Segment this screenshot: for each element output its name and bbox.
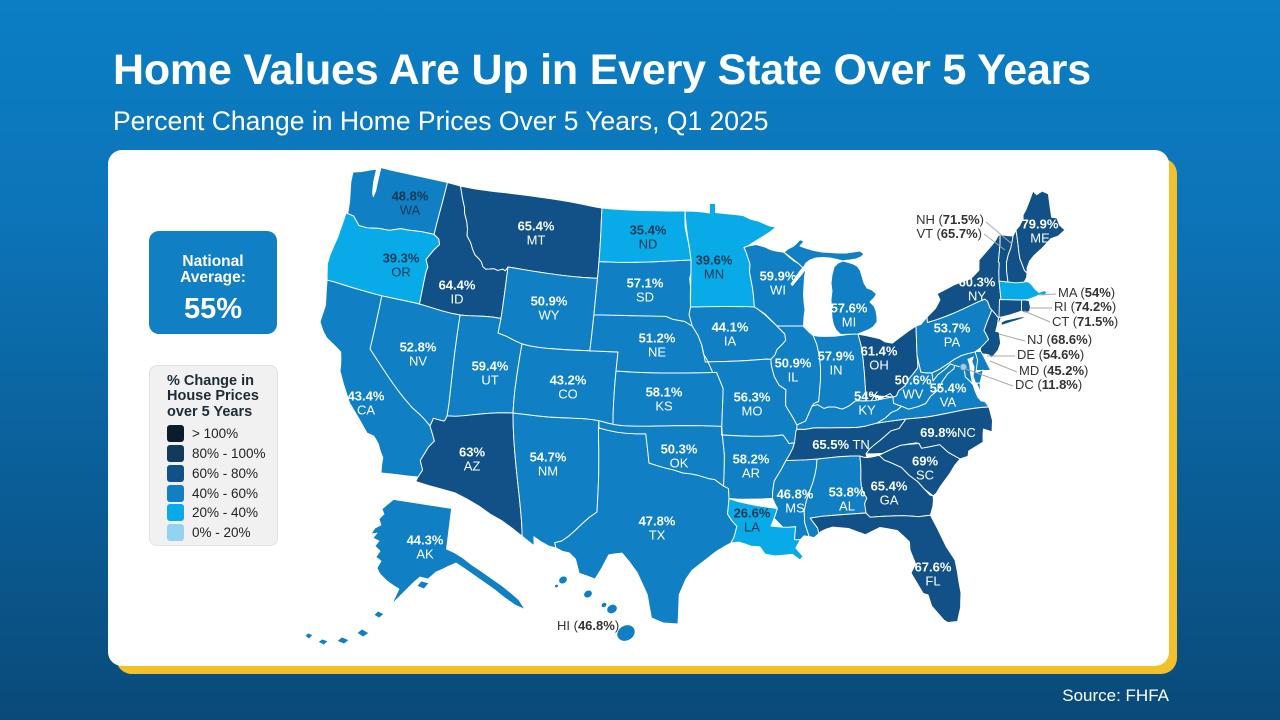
svg-text:KS: KS bbox=[655, 399, 673, 414]
svg-text:39.6%: 39.6% bbox=[696, 253, 733, 268]
svg-text:50.9%: 50.9% bbox=[775, 356, 812, 371]
svg-text:MT: MT bbox=[527, 233, 546, 248]
svg-text:65.5% TN: 65.5% TN bbox=[812, 437, 870, 452]
svg-text:NH (71.5%): NH (71.5%) bbox=[916, 212, 984, 227]
svg-text:51.2%: 51.2% bbox=[639, 331, 676, 346]
svg-text:VT (65.7%): VT (65.7%) bbox=[916, 226, 982, 241]
svg-text:IN: IN bbox=[830, 363, 843, 378]
svg-text:WY: WY bbox=[539, 308, 560, 323]
svg-text:VA: VA bbox=[940, 395, 957, 410]
svg-text:NY: NY bbox=[968, 289, 986, 304]
svg-text:69%: 69% bbox=[912, 454, 938, 469]
svg-text:AZ: AZ bbox=[464, 459, 481, 474]
svg-text:50.9%: 50.9% bbox=[531, 294, 568, 309]
svg-text:57.1%: 57.1% bbox=[627, 276, 664, 291]
svg-text:54%: 54% bbox=[854, 389, 880, 404]
svg-text:PA: PA bbox=[944, 335, 961, 350]
svg-text:61.4%: 61.4% bbox=[861, 344, 898, 359]
svg-text:39.3%: 39.3% bbox=[383, 251, 420, 266]
svg-text:NJ (68.6%): NJ (68.6%) bbox=[1027, 332, 1092, 347]
svg-text:AR: AR bbox=[742, 466, 760, 481]
svg-text:IA: IA bbox=[724, 334, 737, 349]
svg-text:KY: KY bbox=[858, 403, 876, 418]
svg-text:RI (74.2%): RI (74.2%) bbox=[1054, 299, 1116, 314]
svg-text:NE: NE bbox=[648, 345, 666, 360]
svg-text:AK: AK bbox=[416, 547, 434, 562]
svg-text:IL: IL bbox=[788, 370, 799, 385]
svg-text:FL: FL bbox=[925, 574, 940, 589]
svg-text:MI: MI bbox=[842, 315, 856, 330]
svg-text:58.2%: 58.2% bbox=[733, 452, 770, 467]
svg-text:DE (54.6%): DE (54.6%) bbox=[1017, 347, 1084, 362]
svg-text:47.8%: 47.8% bbox=[639, 514, 676, 529]
svg-text:57.6%: 57.6% bbox=[831, 301, 868, 316]
svg-text:55.4%: 55.4% bbox=[930, 381, 967, 396]
svg-text:HI (46.8%): HI (46.8%) bbox=[557, 618, 619, 633]
svg-text:WA: WA bbox=[400, 203, 421, 218]
svg-text:53.7%: 53.7% bbox=[934, 321, 971, 336]
svg-text:50.3%: 50.3% bbox=[661, 442, 698, 457]
svg-text:65.4%: 65.4% bbox=[871, 479, 908, 494]
svg-text:43.4%: 43.4% bbox=[348, 389, 385, 404]
svg-text:LA: LA bbox=[744, 520, 760, 535]
svg-text:46.8%: 46.8% bbox=[777, 487, 814, 502]
svg-text:CA: CA bbox=[357, 403, 375, 418]
svg-text:79.9%: 79.9% bbox=[1022, 217, 1059, 232]
svg-text:CO: CO bbox=[558, 387, 578, 402]
svg-text:DC (11.8%): DC (11.8%) bbox=[1015, 377, 1082, 392]
svg-text:MS: MS bbox=[785, 501, 805, 516]
svg-text:AL: AL bbox=[839, 499, 855, 514]
svg-text:ID: ID bbox=[451, 292, 464, 307]
svg-text:67.6%: 67.6% bbox=[915, 560, 952, 575]
svg-text:MO: MO bbox=[742, 404, 763, 419]
svg-text:SD: SD bbox=[636, 290, 654, 305]
svg-text:58.1%: 58.1% bbox=[646, 385, 683, 400]
svg-text:59.4%: 59.4% bbox=[472, 359, 509, 374]
svg-text:WI: WI bbox=[770, 283, 786, 298]
svg-text:SC: SC bbox=[916, 468, 934, 483]
svg-text:48.8%: 48.8% bbox=[392, 189, 429, 204]
svg-text:63%: 63% bbox=[459, 445, 485, 460]
svg-text:UT: UT bbox=[481, 373, 498, 388]
svg-text:43.2%: 43.2% bbox=[550, 373, 587, 388]
svg-text:MA (54%): MA (54%) bbox=[1058, 285, 1115, 300]
svg-text:NM: NM bbox=[538, 464, 558, 479]
svg-text:60.3%: 60.3% bbox=[959, 275, 996, 290]
svg-text:44.3%: 44.3% bbox=[407, 533, 444, 548]
svg-text:44.1%: 44.1% bbox=[712, 320, 749, 335]
svg-text:ND: ND bbox=[639, 237, 658, 252]
svg-text:56.3%: 56.3% bbox=[734, 390, 771, 405]
svg-text:35.4%: 35.4% bbox=[630, 223, 667, 238]
svg-text:OR: OR bbox=[391, 265, 411, 280]
svg-text:64.4%: 64.4% bbox=[439, 278, 476, 293]
svg-text:ME: ME bbox=[1030, 231, 1050, 246]
svg-text:53.8%: 53.8% bbox=[829, 485, 866, 500]
svg-text:26.6%: 26.6% bbox=[734, 506, 771, 521]
svg-text:WV: WV bbox=[903, 387, 924, 402]
svg-text:CT (71.5%): CT (71.5%) bbox=[1052, 314, 1118, 329]
svg-text:50.6%: 50.6% bbox=[895, 373, 932, 388]
svg-text:NV: NV bbox=[409, 354, 427, 369]
svg-text:69.8%NC: 69.8%NC bbox=[920, 425, 976, 440]
svg-text:59.9%: 59.9% bbox=[760, 269, 797, 284]
svg-text:54.7%: 54.7% bbox=[530, 450, 567, 465]
svg-text:MD (45.2%): MD (45.2%) bbox=[1019, 363, 1088, 378]
svg-text:57.9%: 57.9% bbox=[818, 349, 855, 364]
svg-text:65.4%: 65.4% bbox=[518, 219, 555, 234]
svg-text:52.8%: 52.8% bbox=[400, 340, 437, 355]
svg-text:TX: TX bbox=[649, 528, 666, 543]
svg-text:OH: OH bbox=[869, 358, 889, 373]
svg-text:OK: OK bbox=[670, 456, 689, 471]
svg-text:MN: MN bbox=[704, 267, 724, 282]
svg-text:GA: GA bbox=[880, 493, 899, 508]
